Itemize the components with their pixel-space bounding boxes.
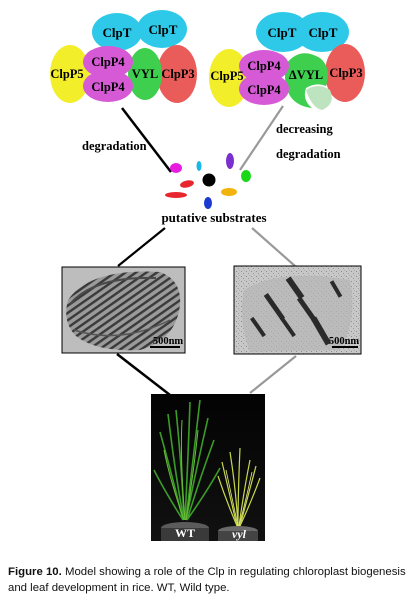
substrate-black (202, 173, 216, 187)
right-clpp4-bottom (239, 73, 289, 105)
left-clpp4-top-label: ClpP4 (91, 55, 125, 69)
right-delta-vyl (284, 53, 328, 108)
right-clp-complex: ClpT ClpT ClpP5 ClpP4 ClpP4 ΔVYL ClpP3 (209, 12, 365, 110)
figure-caption-text: Model showing a role of the Clp in regul… (8, 566, 406, 594)
left-vyl-label: VYL (132, 67, 158, 81)
substrate-blue (204, 197, 212, 209)
plant-photo: WT vyl (151, 394, 265, 541)
right-clpp4-bottom-label: ClpP4 (247, 83, 281, 97)
right-clpp4-top-label: ClpP4 (247, 59, 281, 73)
left-micrograph-to-plant (116, 353, 171, 396)
decreasing-label-line2: degradation (276, 147, 341, 161)
left-clpp5 (50, 45, 90, 103)
substrate-cyan (196, 161, 202, 171)
left-clpt-left-label: ClpT (103, 25, 132, 40)
right-delta-vyl-fragment (306, 86, 332, 110)
substrate-magenta (170, 163, 182, 173)
right-delta-vyl-label: ΔVYL (289, 68, 323, 82)
left-clpp4-bottom (83, 70, 133, 102)
left-clpp3 (157, 45, 197, 103)
right-clpp3 (325, 44, 365, 102)
wt-scale-label: 500nm (153, 336, 184, 347)
left-clpt-right (137, 10, 187, 48)
vyl-scale-label: 500nm (329, 336, 360, 347)
decreasing-degradation-line (239, 105, 284, 171)
substrate-red-large (165, 192, 187, 198)
figure-label: Figure 10. (8, 566, 62, 578)
left-clpt-left (92, 13, 142, 51)
right-clpp5 (209, 49, 249, 107)
degradation-label: degradation (82, 139, 147, 153)
vyl-plant (217, 447, 261, 527)
wt-label: WT (175, 526, 195, 540)
left-vyl (128, 48, 162, 100)
right-clpt-left (256, 12, 310, 52)
substrate-cluster (165, 153, 251, 209)
left-clpp5-label: ClpP5 (50, 67, 83, 81)
right-micrograph-to-plant (249, 355, 297, 394)
vyl-chloroplast-micrograph: 500nm (233, 265, 362, 355)
left-clpt-right-label: ClpT (149, 22, 178, 37)
right-clpt-right-label: ClpT (309, 25, 338, 40)
substrate-red-small (180, 180, 194, 188)
substrate-green (241, 170, 251, 182)
substrates-label: putative substrates (161, 210, 266, 225)
wt-chloroplast-micrograph: 500nm (61, 266, 186, 354)
figure-caption: Figure 10. Model showing a role of the C… (8, 564, 408, 596)
right-clpt-right (295, 12, 349, 52)
degradation-line (121, 107, 172, 173)
right-clpt-left-label: ClpT (268, 25, 297, 40)
decreasing-label-line1: decreasing (276, 122, 333, 136)
substrate-purple (226, 153, 234, 169)
vyl-label: vyl (232, 527, 247, 541)
substrate-to-right-micrograph (251, 227, 296, 267)
right-clpp4-top (239, 50, 289, 82)
right-clpp5-label: ClpP5 (210, 69, 243, 83)
substrate-to-left-micrograph (117, 227, 166, 267)
left-clp-complex: ClpT ClpT ClpP5 ClpP4 ClpP4 VYL ClpP3 (50, 10, 197, 103)
left-clpp3-label: ClpP3 (161, 67, 194, 81)
left-clpp4-bottom-label: ClpP4 (91, 80, 125, 94)
substrate-orange (221, 188, 237, 196)
left-clpp4-top (83, 46, 133, 78)
right-clpp3-label: ClpP3 (329, 66, 362, 80)
